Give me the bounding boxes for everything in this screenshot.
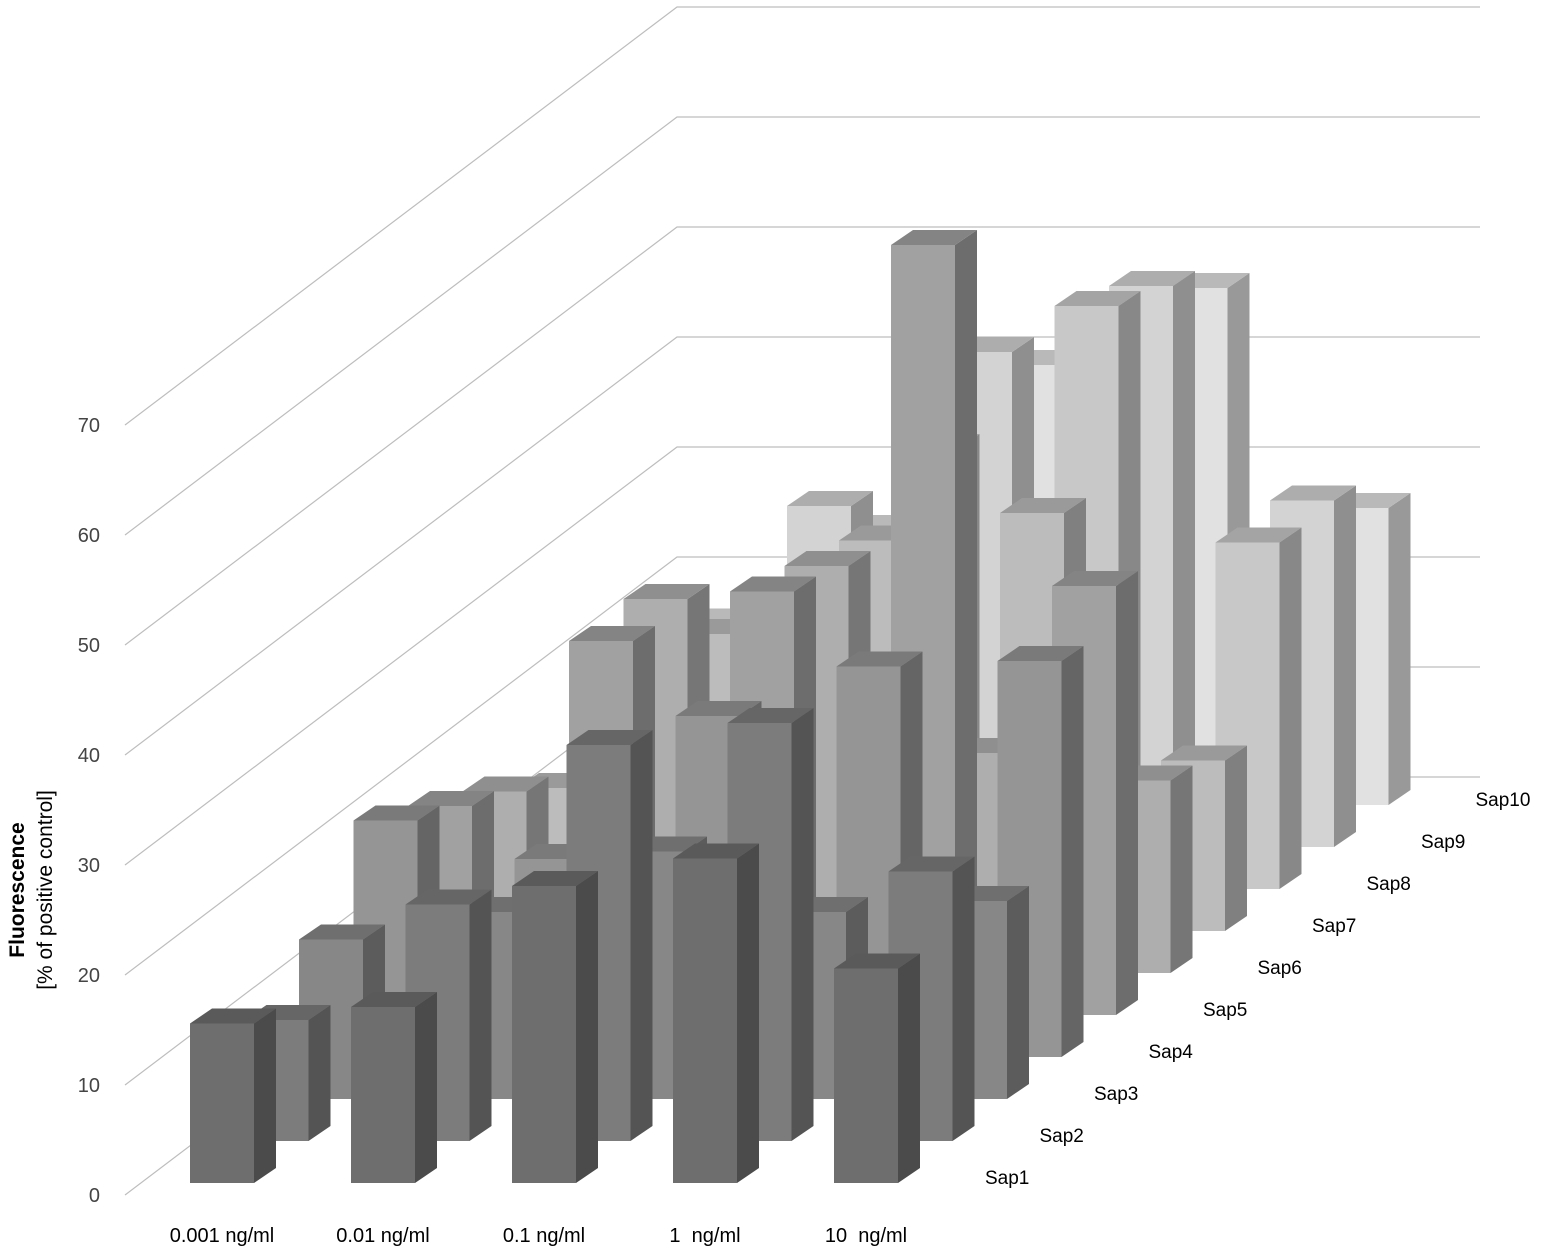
y-tick-label: 20 <box>78 965 100 987</box>
bar-side <box>791 708 814 1141</box>
y-axis-ticks: 0 10 20 30 40 50 60 70 <box>78 415 100 1207</box>
bar-top <box>1054 291 1141 306</box>
bar-side <box>898 953 920 1183</box>
bar-top <box>462 776 549 792</box>
bar-top <box>566 730 653 745</box>
x-category-label: 1 ng/ml <box>669 1225 740 1247</box>
bar-top <box>405 889 492 905</box>
bar-side <box>1116 571 1138 1015</box>
series-label: Sap2 <box>1040 1126 1084 1147</box>
series-label: Sap5 <box>1203 1000 1247 1021</box>
bar-side <box>1225 745 1247 931</box>
bar-side <box>469 889 492 1141</box>
y-axis-title-sub: [% of positive control] <box>34 790 57 990</box>
bar-side <box>952 856 975 1141</box>
bar-top <box>730 576 816 592</box>
bar-top <box>787 491 873 506</box>
bar-front <box>190 1023 254 1183</box>
series-label: Sap9 <box>1421 832 1465 853</box>
bar-side <box>415 992 437 1183</box>
series-label: Sap3 <box>1094 1084 1138 1105</box>
bar-sap1-3 <box>673 843 759 1183</box>
y-tick-label: 70 <box>78 415 100 437</box>
series-labels: Sap1 Sap2 Sap3 Sap4 Sap5 Sap6 Sap7 Sap8 Sap9 Sap1… <box>985 790 1530 1189</box>
bar-sap1-1 <box>351 992 437 1183</box>
x-category-label: 0.01 ng/ml <box>336 1225 429 1247</box>
bar-side <box>1007 886 1029 1099</box>
bar-side <box>1170 765 1193 973</box>
series-label: Sap8 <box>1367 874 1411 895</box>
bar-front <box>351 1007 415 1183</box>
bar-sap1-4 <box>834 953 920 1183</box>
y-tick-label: 10 <box>78 1075 100 1097</box>
bar-top <box>673 843 759 859</box>
bar-top <box>834 953 920 969</box>
y-axis-title: Fluorescence [% of positive control] <box>6 790 57 990</box>
bar-front <box>673 858 737 1183</box>
bar-side <box>737 843 759 1183</box>
series-label: Sap6 <box>1258 958 1302 979</box>
bar-top <box>623 584 710 599</box>
bar-side <box>1334 485 1356 847</box>
y-tick-label: 40 <box>78 745 100 767</box>
series-label: Sap10 <box>1476 790 1531 811</box>
bar-top <box>569 626 655 641</box>
bar-top <box>512 871 598 886</box>
bar-top <box>408 791 494 806</box>
bar-sap1-2 <box>512 871 598 1183</box>
bar-top <box>891 230 977 245</box>
bar-top <box>1270 485 1356 501</box>
x-category-label: 0.001 ng/ml <box>170 1225 275 1247</box>
series-label: Sap4 <box>1149 1042 1194 1063</box>
bar-front <box>512 886 576 1183</box>
bar-top <box>351 992 437 1007</box>
bar-side <box>1173 271 1195 847</box>
bar-top <box>299 924 385 940</box>
bar-sap2-1 <box>405 889 492 1141</box>
x-category-label: 10 ng/ml <box>825 1225 907 1247</box>
bar-side <box>1388 493 1411 805</box>
bar-side <box>576 871 598 1183</box>
bar-top <box>1215 527 1302 543</box>
bar-top <box>727 708 814 723</box>
bar-side <box>955 230 977 1015</box>
bar-top <box>190 1008 276 1024</box>
x-category-label: 0.1 ng/ml <box>503 1225 585 1247</box>
bar-side <box>1061 646 1084 1057</box>
gridline <box>124 116 1480 536</box>
bar-sap1-0 <box>190 1008 276 1183</box>
y-tick-label: 60 <box>78 525 100 547</box>
bar-top <box>1109 271 1195 286</box>
bar-sap8-4 <box>1215 527 1302 889</box>
bar-side <box>308 1005 331 1141</box>
bar-top <box>997 646 1084 661</box>
bar-top <box>1000 498 1086 513</box>
y-tick-label: 0 <box>89 1185 100 1207</box>
bar-top <box>1161 745 1247 761</box>
bar-side <box>1279 527 1302 889</box>
bar-top <box>353 805 440 821</box>
x-axis-categories: 0.001 ng/ml 0.01 ng/ml 0.1 ng/ml 1 ng/ml 10 … <box>170 1225 907 1247</box>
bar-top <box>888 856 975 872</box>
bar-side <box>630 730 653 1141</box>
bar-sap9-3 <box>1109 271 1195 847</box>
bar-top <box>675 701 762 716</box>
series-label: Sap1 <box>985 1168 1029 1189</box>
bar-front <box>834 968 898 1183</box>
bar-top <box>784 551 871 566</box>
bar-top <box>836 651 923 667</box>
series-label: Sap7 <box>1312 916 1356 937</box>
bars <box>190 230 1411 1183</box>
y-tick-label: 50 <box>78 635 100 657</box>
gridline <box>124 226 1480 646</box>
y-tick-label: 30 <box>78 855 100 877</box>
bar-top <box>1052 571 1138 586</box>
bar-side <box>254 1008 276 1183</box>
y-axis-title-main: Fluorescence <box>6 822 29 957</box>
gridline <box>124 6 1480 426</box>
